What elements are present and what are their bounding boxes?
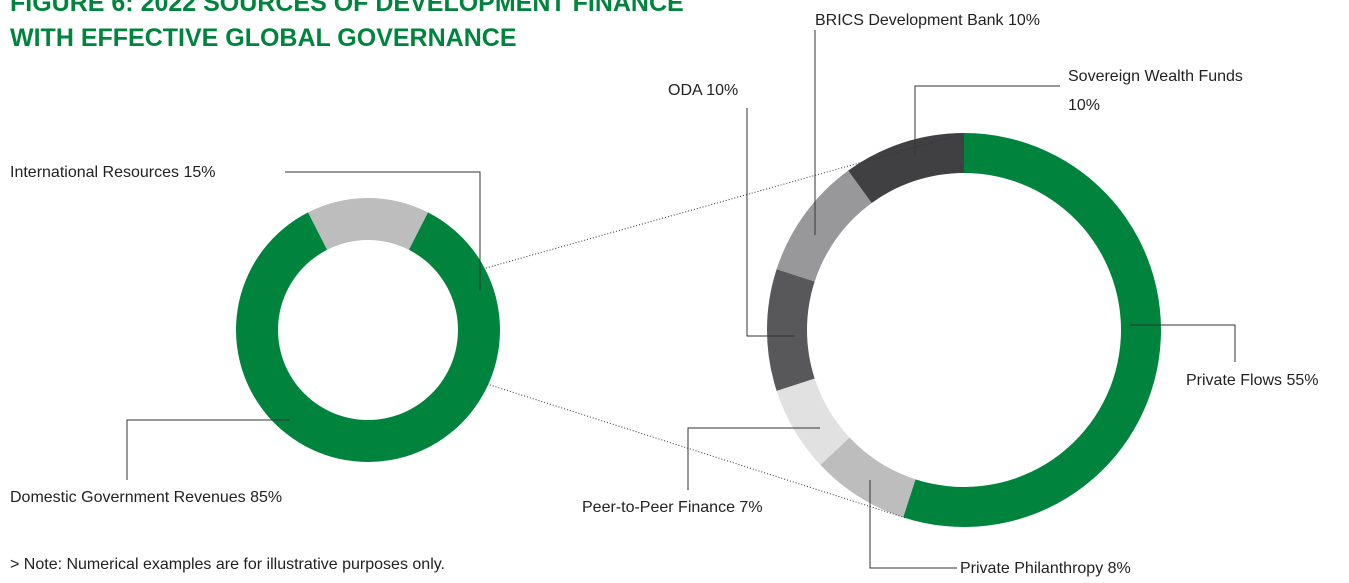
donut-segment bbox=[903, 133, 1161, 527]
donut-segment bbox=[776, 170, 872, 282]
leader-line bbox=[126, 419, 290, 480]
leader-line bbox=[869, 480, 957, 569]
note: > Note: Numerical examples are for illus… bbox=[10, 556, 445, 573]
connector bbox=[486, 383, 907, 519]
value-label: 85% bbox=[250, 489, 283, 506]
value-label: 15% bbox=[183, 164, 216, 181]
donut-segment bbox=[848, 133, 964, 203]
category-label: BRICS Development Bank bbox=[815, 12, 1004, 29]
leader-line bbox=[1130, 324, 1236, 362]
segment-label: BRICS Development Bank 10% bbox=[815, 6, 1040, 35]
value-label: 8% bbox=[1107, 560, 1131, 577]
category-label: Peer-to-Peer Finance bbox=[582, 499, 735, 516]
category-label: International Resources bbox=[10, 164, 179, 181]
category-label: Private Philanthropy bbox=[960, 560, 1104, 577]
category-label: Domestic Government Revenues bbox=[10, 489, 246, 506]
donut-segment bbox=[767, 269, 815, 391]
leader-line bbox=[285, 171, 481, 290]
leader-line bbox=[746, 108, 795, 337]
segment-label: Sovereign Wealth Funds 10% bbox=[1068, 62, 1268, 120]
value-label: 10% bbox=[1068, 97, 1101, 114]
value-label: 55% bbox=[1286, 372, 1319, 389]
leader-line bbox=[914, 85, 1060, 155]
category-label: Private Flows bbox=[1186, 372, 1283, 389]
category-label: Sovereign Wealth Funds bbox=[1068, 68, 1243, 85]
donut-segment bbox=[776, 378, 850, 465]
segment-label: Peer-to-Peer Finance 7% bbox=[582, 493, 763, 522]
category-label: ODA bbox=[668, 82, 702, 99]
donut-segment bbox=[308, 198, 428, 250]
leader-line bbox=[687, 427, 820, 490]
chart-title: FIGURE 6: 2022 SOURCES OF DEVELOPMENT FI… bbox=[10, 0, 684, 52]
donut-segment bbox=[236, 212, 501, 462]
value-label: 7% bbox=[739, 499, 763, 516]
segment-label: Private Philanthropy 8% bbox=[960, 554, 1131, 583]
segment-label: Domestic Government Revenues 85% bbox=[10, 483, 282, 512]
value-label: 10% bbox=[1007, 12, 1041, 29]
segment-label: International Resources 15% bbox=[10, 158, 215, 187]
donut-segment bbox=[820, 437, 916, 518]
connector bbox=[485, 133, 963, 269]
value-label: 10% bbox=[706, 82, 739, 99]
segment-label: ODA 10% bbox=[668, 76, 738, 105]
segment-label: Private Flows 55% bbox=[1186, 366, 1319, 395]
